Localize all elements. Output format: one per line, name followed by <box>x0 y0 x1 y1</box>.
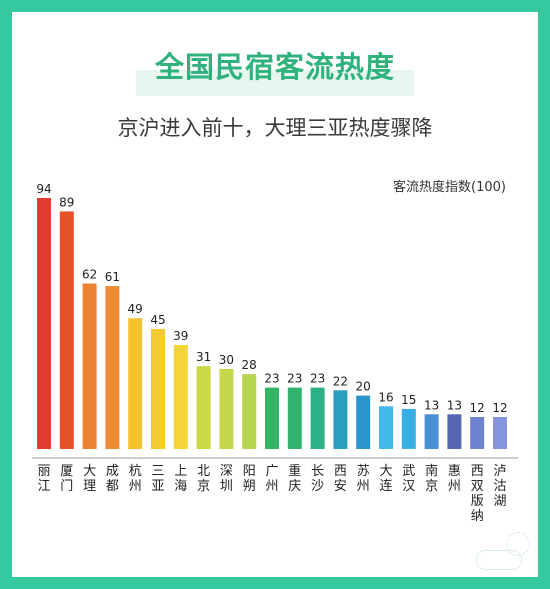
bar-value-label: 12 <box>492 401 507 415</box>
chart-subtitle: 京沪进入前十，大理三亚热度骤降 <box>117 116 433 140</box>
bar-3 <box>82 283 97 449</box>
bar-14 <box>333 390 348 449</box>
bar-2 <box>59 211 74 449</box>
bar-value-label: 31 <box>196 350 211 364</box>
x-tick-label: 苏州 <box>357 463 370 494</box>
x-tick-label: 大连 <box>379 464 392 494</box>
bar-value-label: 16 <box>378 390 393 404</box>
x-tick-label: 上海 <box>174 464 187 494</box>
bar-value-label: 20 <box>356 380 371 394</box>
x-tick-label: 厦门 <box>60 464 73 494</box>
bar-9 <box>219 368 234 449</box>
bar-value-label: 30 <box>219 353 234 367</box>
x-tick-label: 广州 <box>265 464 278 494</box>
x-tick-label: 重庆 <box>288 463 301 494</box>
bar-value-label: 49 <box>128 302 143 316</box>
bar-19 <box>447 414 462 449</box>
bar-20 <box>470 417 485 449</box>
bar-10 <box>242 374 257 449</box>
bar-value-label: 89 <box>59 195 74 209</box>
x-tick-label: 阳朔 <box>243 464 256 494</box>
title-highlight <box>136 70 414 96</box>
x-tick-label: 南京 <box>425 463 438 494</box>
bar-8 <box>196 366 211 449</box>
bar-value-label: 13 <box>424 398 439 412</box>
x-tick-label: 惠州 <box>448 464 461 494</box>
x-tick-label: 长沙 <box>311 464 324 494</box>
bar-12 <box>287 387 302 449</box>
x-tick-label: 泸沽湖 <box>493 464 506 509</box>
bar-16 <box>379 406 393 449</box>
x-tick-label: 大理 <box>83 464 96 494</box>
bar-value-label: 12 <box>470 401 485 415</box>
bar-4 <box>105 286 120 449</box>
bar-13 <box>310 387 325 449</box>
bar-18 <box>424 414 439 449</box>
bar-7 <box>173 344 188 449</box>
bar-value-label: 28 <box>242 358 257 372</box>
bar-value-label: 39 <box>173 329 188 343</box>
bar-17 <box>401 408 416 449</box>
x-tick-label: 西双版纳 <box>471 464 484 524</box>
x-tick-label: 深圳 <box>220 464 233 494</box>
x-tick-label: 杭州 <box>129 464 142 494</box>
bar-value-label: 23 <box>310 372 325 386</box>
bar-11 <box>265 387 279 449</box>
bar-value-label: 22 <box>333 374 348 388</box>
y-axis-label: 客流热度指数(100) <box>393 180 506 195</box>
x-tick-label: 北京 <box>197 464 210 494</box>
bar-value-label: 62 <box>82 268 97 282</box>
bar-5 <box>128 318 143 449</box>
chart-title: 全国民宿客流热度 <box>154 50 395 84</box>
x-tick-label: 西安 <box>334 464 347 494</box>
bar-value-label: 23 <box>287 372 302 386</box>
bar-value-label: 94 <box>36 182 51 196</box>
bar-value-label: 45 <box>150 313 165 327</box>
bar-1 <box>37 198 51 449</box>
bar-21 <box>493 417 507 449</box>
bar-value-label: 13 <box>447 398 462 412</box>
x-tick-label: 成都 <box>106 464 119 494</box>
x-tick-label: 丽江 <box>37 464 50 494</box>
bar-value-label: 23 <box>264 372 279 386</box>
bar-value-label: 15 <box>401 393 416 407</box>
bar-15 <box>356 395 371 449</box>
x-tick-label: 武汉 <box>402 464 415 494</box>
bar-value-label: 61 <box>105 270 120 284</box>
x-tick-label: 三亚 <box>151 464 164 494</box>
bar-6 <box>151 328 165 449</box>
watermark-badge <box>476 550 522 570</box>
